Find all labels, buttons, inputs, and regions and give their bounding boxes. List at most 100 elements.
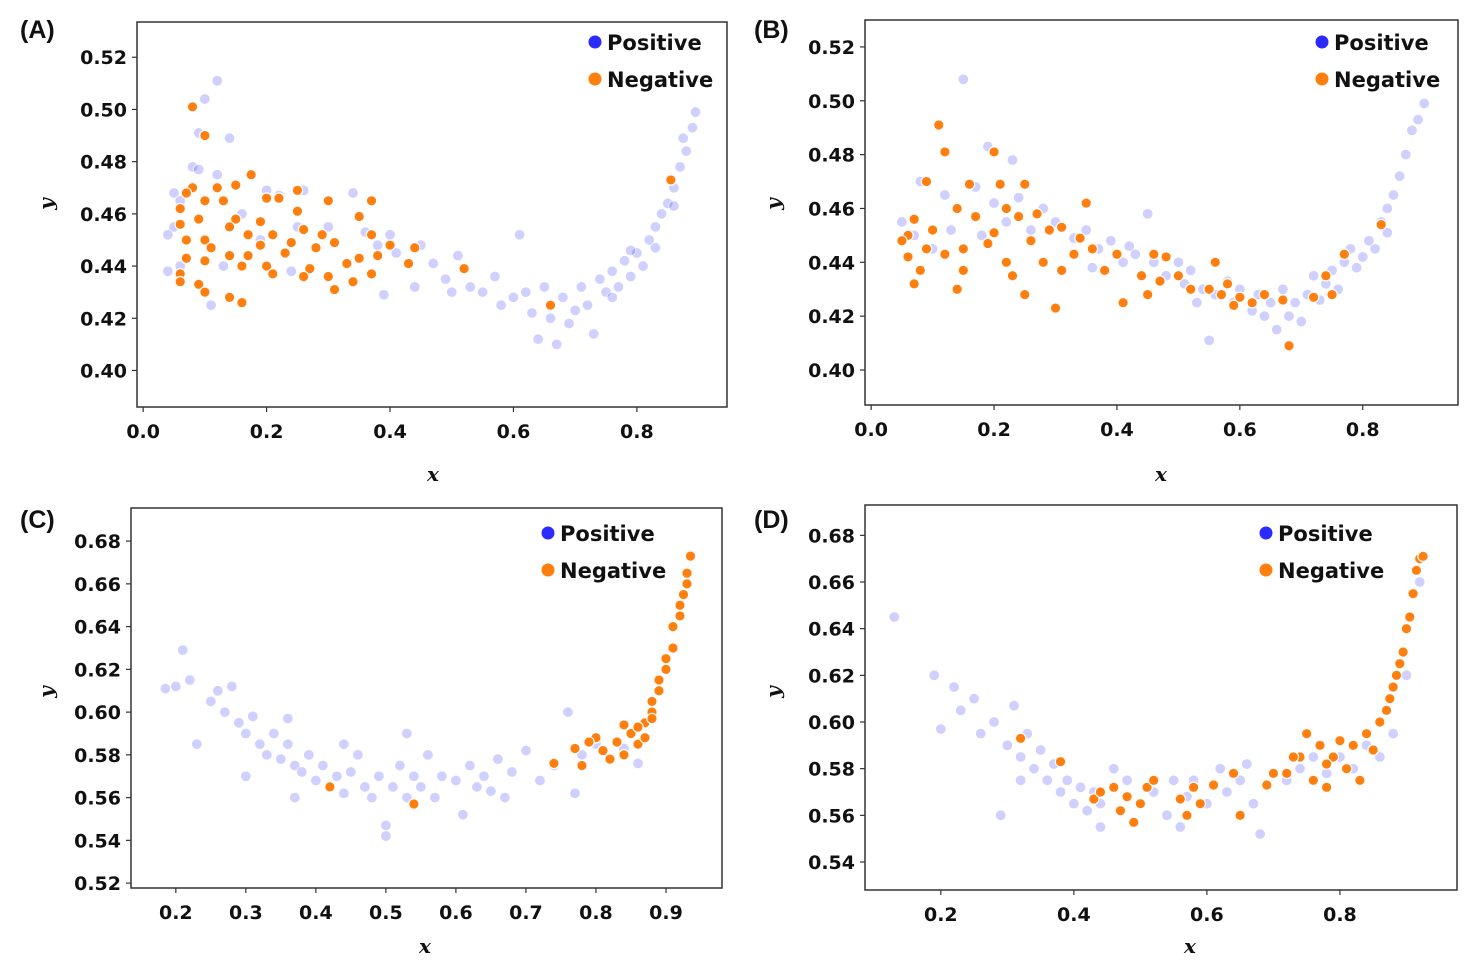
negative-point-a: [384, 239, 396, 251]
negative-point-b: [1227, 299, 1240, 312]
negative-point-b: [951, 283, 963, 296]
y-tick-label-c: 0.66: [74, 574, 121, 596]
y-tick-label-c: 0.58: [74, 745, 121, 767]
negative-point-c: [583, 736, 595, 748]
positive-point-a: [606, 291, 618, 303]
x-tick-label-a: 0.0: [126, 421, 160, 443]
positive-point-a: [446, 286, 458, 298]
negative-point-d: [1397, 646, 1409, 658]
negative-point-a: [304, 262, 316, 275]
negative-point-b: [1221, 278, 1234, 290]
positive-point-d: [1294, 763, 1306, 775]
positive-point-a: [619, 255, 631, 267]
positive-point-a: [662, 197, 674, 209]
positive-point-d: [1055, 786, 1067, 798]
negative-point-b: [957, 243, 970, 255]
negative-point-b: [1086, 243, 1099, 255]
positive-point-c: [240, 727, 252, 739]
positive-point-a: [690, 106, 702, 118]
legend-label-positive-c: Positive: [560, 522, 655, 546]
positive-point-d: [1075, 781, 1087, 793]
y-tick-label-c: 0.64: [74, 617, 121, 639]
negative-point-b: [908, 278, 920, 290]
positive-point-a: [643, 234, 655, 246]
positive-point-c: [226, 680, 238, 692]
positive-point-a: [285, 265, 297, 277]
negative-point-a: [273, 192, 285, 204]
positive-point-c: [212, 685, 224, 697]
positive-point-a: [668, 200, 680, 212]
positive-point-d: [1400, 669, 1412, 681]
positive-point-d: [1241, 758, 1253, 770]
negative-point-d: [1127, 816, 1140, 829]
positive-point-c: [401, 727, 413, 739]
x-tick-label-d: 0.8: [1323, 904, 1357, 926]
positive-point-b: [1369, 243, 1381, 255]
positive-point-b: [1387, 189, 1399, 201]
negative-point-d: [1094, 786, 1107, 798]
positive-point-a: [677, 132, 689, 144]
y-tick-label-c: 0.56: [74, 788, 121, 810]
positive-point-b: [1080, 224, 1092, 236]
positive-point-c: [282, 713, 294, 725]
positive-point-b: [1013, 192, 1025, 204]
positive-point-c: [450, 774, 462, 786]
positive-point-b: [1277, 283, 1289, 295]
negative-point-d: [1141, 781, 1153, 794]
positive-point-c: [632, 757, 644, 769]
y-tick-label-a: 0.46: [80, 204, 127, 226]
negative-point-b: [908, 213, 920, 226]
positive-point-d: [1028, 763, 1040, 775]
positive-point-a: [557, 291, 569, 303]
negative-point-b: [1043, 224, 1056, 236]
negative-point-a: [205, 241, 217, 254]
positive-point-c: [534, 774, 546, 786]
positive-point-a: [507, 291, 519, 303]
negative-point-b: [1326, 288, 1338, 301]
positive-point-c: [268, 727, 280, 739]
negative-point-b: [982, 237, 994, 250]
x-tick-label-c: 0.4: [299, 902, 333, 924]
positive-point-c: [464, 760, 476, 772]
x-axis-label-b: x: [1155, 462, 1167, 486]
negative-point-d: [1107, 781, 1120, 794]
positive-point-a: [649, 221, 661, 233]
negative-point-d: [1227, 767, 1240, 780]
positive-point-a: [631, 247, 643, 259]
legend-label-positive-d: Positive: [1278, 522, 1373, 546]
negative-point-d: [1320, 758, 1333, 770]
negative-point-a: [217, 194, 230, 207]
negative-point-a: [297, 270, 310, 283]
negative-point-a: [236, 260, 248, 272]
negative-point-b: [988, 146, 1000, 158]
positive-point-b: [1000, 216, 1012, 228]
positive-point-a: [594, 273, 606, 285]
negative-point-b: [1184, 283, 1197, 296]
positive-point-c: [247, 710, 259, 722]
negative-point-b: [926, 224, 939, 236]
negative-point-a: [236, 296, 248, 309]
negative-point-a: [291, 205, 304, 218]
negative-point-d: [1260, 779, 1273, 791]
negative-point-d: [1417, 550, 1429, 563]
negative-point-a: [328, 236, 341, 249]
positive-point-a: [224, 132, 236, 144]
positive-point-a: [569, 304, 581, 316]
positive-point-c: [485, 785, 497, 797]
negative-point-d: [1207, 779, 1220, 791]
positive-point-a: [656, 208, 668, 220]
positive-point-d: [1068, 798, 1080, 810]
legend-label-positive-b: Positive: [1334, 31, 1429, 55]
negative-point-a: [199, 194, 211, 207]
negative-point-a: [353, 210, 365, 223]
positive-point-a: [526, 307, 538, 319]
negative-point-a: [223, 291, 236, 304]
positive-point-d: [975, 728, 987, 740]
negative-point-a: [192, 278, 205, 291]
negative-point-d: [1121, 790, 1133, 803]
positive-point-c: [380, 819, 392, 831]
negative-point-a: [285, 236, 298, 249]
negative-point-b: [914, 264, 927, 277]
positive-point-c: [408, 770, 420, 782]
positive-point-b: [1283, 310, 1295, 322]
